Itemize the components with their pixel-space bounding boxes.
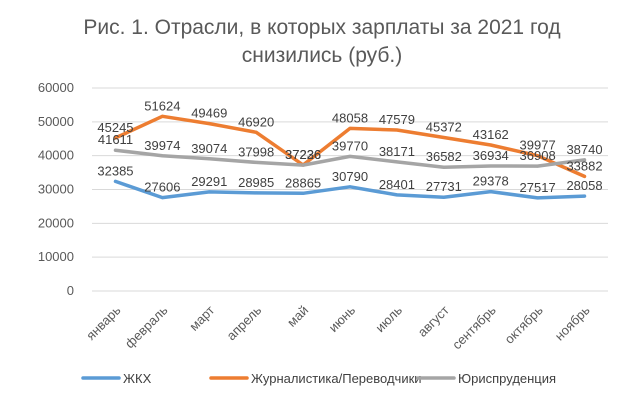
x-tick-label-1: февраль [122,302,171,351]
data-label-s1-9: 39977 [520,138,556,153]
y-tick-label-3: 30000 [38,182,74,197]
data-point-s2-7 [442,165,446,169]
data-point-s1-1 [160,114,164,118]
y-tick-label-1: 10000 [38,249,74,264]
data-point-s0-1 [160,196,164,200]
data-label-s2-9: 36908 [520,148,556,163]
data-point-s2-2 [207,157,211,161]
x-tick-label-0: январь [83,302,124,343]
data-label-s1-7: 45372 [426,119,462,134]
data-point-s2-3 [254,160,258,164]
x-tick-label-4: май [284,303,311,330]
data-point-s0-5 [348,185,352,189]
data-label-s0-5: 30790 [332,169,368,184]
y-tick-label-5: 50000 [38,114,74,129]
legend-label-2: Юриспруденция [458,371,556,386]
data-label-s2-8: 36934 [473,148,509,163]
x-tick-label-7: август [415,302,452,339]
x-tick-label-6: июль [372,302,405,335]
y-tick-label-0: 0 [67,283,74,298]
chart-title-line-1: Рис. 1. Отрасли, в которых зарплаты за 2… [83,16,561,39]
x-tick-label-8: сентябрь [449,302,499,352]
chart-title-line-2: снизились (руб.) [241,44,403,67]
data-label-s1-3: 46920 [238,114,274,129]
data-label-s1-1: 51624 [144,98,180,113]
y-tick-label-2: 20000 [38,215,74,230]
data-label-s0-6: 28401 [379,177,415,192]
data-label-s0-9: 27517 [520,180,556,195]
data-label-s2-0: 41611 [98,132,133,147]
data-label-s1-6: 47579 [379,112,415,127]
data-label-s2-7: 36582 [426,149,462,164]
data-label-s1-5: 48058 [332,110,368,125]
data-point-s2-6 [395,160,399,164]
data-point-s1-7 [442,135,446,139]
data-point-s0-10 [583,194,587,198]
data-label-s2-3: 37998 [238,144,274,159]
data-point-s0-3 [254,191,258,195]
data-point-s1-0 [113,136,117,140]
data-point-s2-4 [301,163,305,167]
data-label-s1-4: 37236 [285,147,321,162]
data-point-s1-8 [489,143,493,147]
x-tick-label-9: октябрь [502,302,546,346]
data-label-s0-1: 27606 [144,180,180,195]
data-point-s1-5 [348,126,352,130]
data-label-s0-7: 27731 [426,179,462,194]
data-point-s1-10 [583,174,587,178]
x-tick-label-3: апрель [224,302,265,343]
data-point-s2-8 [489,164,493,168]
data-point-s2-1 [160,154,164,158]
data-point-s1-6 [395,128,399,132]
x-tick-label-10: ноябрь [552,302,593,343]
data-point-s1-2 [207,122,211,126]
data-label-s2-4: 37226 [285,147,321,162]
legend-label-0: ЖКХ [123,371,152,386]
data-point-s0-0 [113,179,117,183]
data-point-s2-9 [536,164,540,168]
data-point-s0-7 [442,195,446,199]
chart-title: Рис. 1. Отрасли, в которых зарплаты за 2… [0,14,644,70]
data-label-s2-2: 39074 [191,141,227,156]
data-point-s1-3 [254,130,258,134]
data-point-s0-8 [489,190,493,194]
data-point-s0-6 [395,193,399,197]
data-point-s2-0 [113,148,117,152]
data-label-s1-0: 45245 [97,120,133,135]
y-tick-label-6: 60000 [38,80,74,95]
data-label-s2-10: 38740 [566,142,602,157]
data-label-s1-10: 33882 [566,158,602,173]
y-tick-label-4: 40000 [38,148,74,163]
legend-label-1: Журналистика/Переводчики [251,371,422,386]
data-label-s2-6: 38171 [379,144,415,159]
data-label-s1-2: 49469 [191,106,227,121]
data-label-s0-3: 28985 [238,175,274,190]
data-label-s0-4: 28865 [285,175,321,190]
data-point-s0-2 [207,190,211,194]
data-point-s0-4 [301,191,305,195]
data-label-s2-1: 39974 [144,138,180,153]
x-tick-label-2: март [186,302,217,333]
data-point-s0-9 [536,196,540,200]
data-point-s2-5 [348,154,352,158]
data-label-s2-5: 39770 [332,138,368,153]
data-label-s0-0: 32385 [97,163,133,178]
data-label-s1-8: 43162 [473,127,509,142]
data-label-s0-8: 29378 [473,174,509,189]
x-tick-label-5: июнь [326,302,359,335]
data-label-s0-2: 29291 [191,174,227,189]
data-point-s1-9 [536,154,540,158]
data-point-s2-10 [583,158,587,162]
data-label-s0-10: 28058 [566,178,602,193]
